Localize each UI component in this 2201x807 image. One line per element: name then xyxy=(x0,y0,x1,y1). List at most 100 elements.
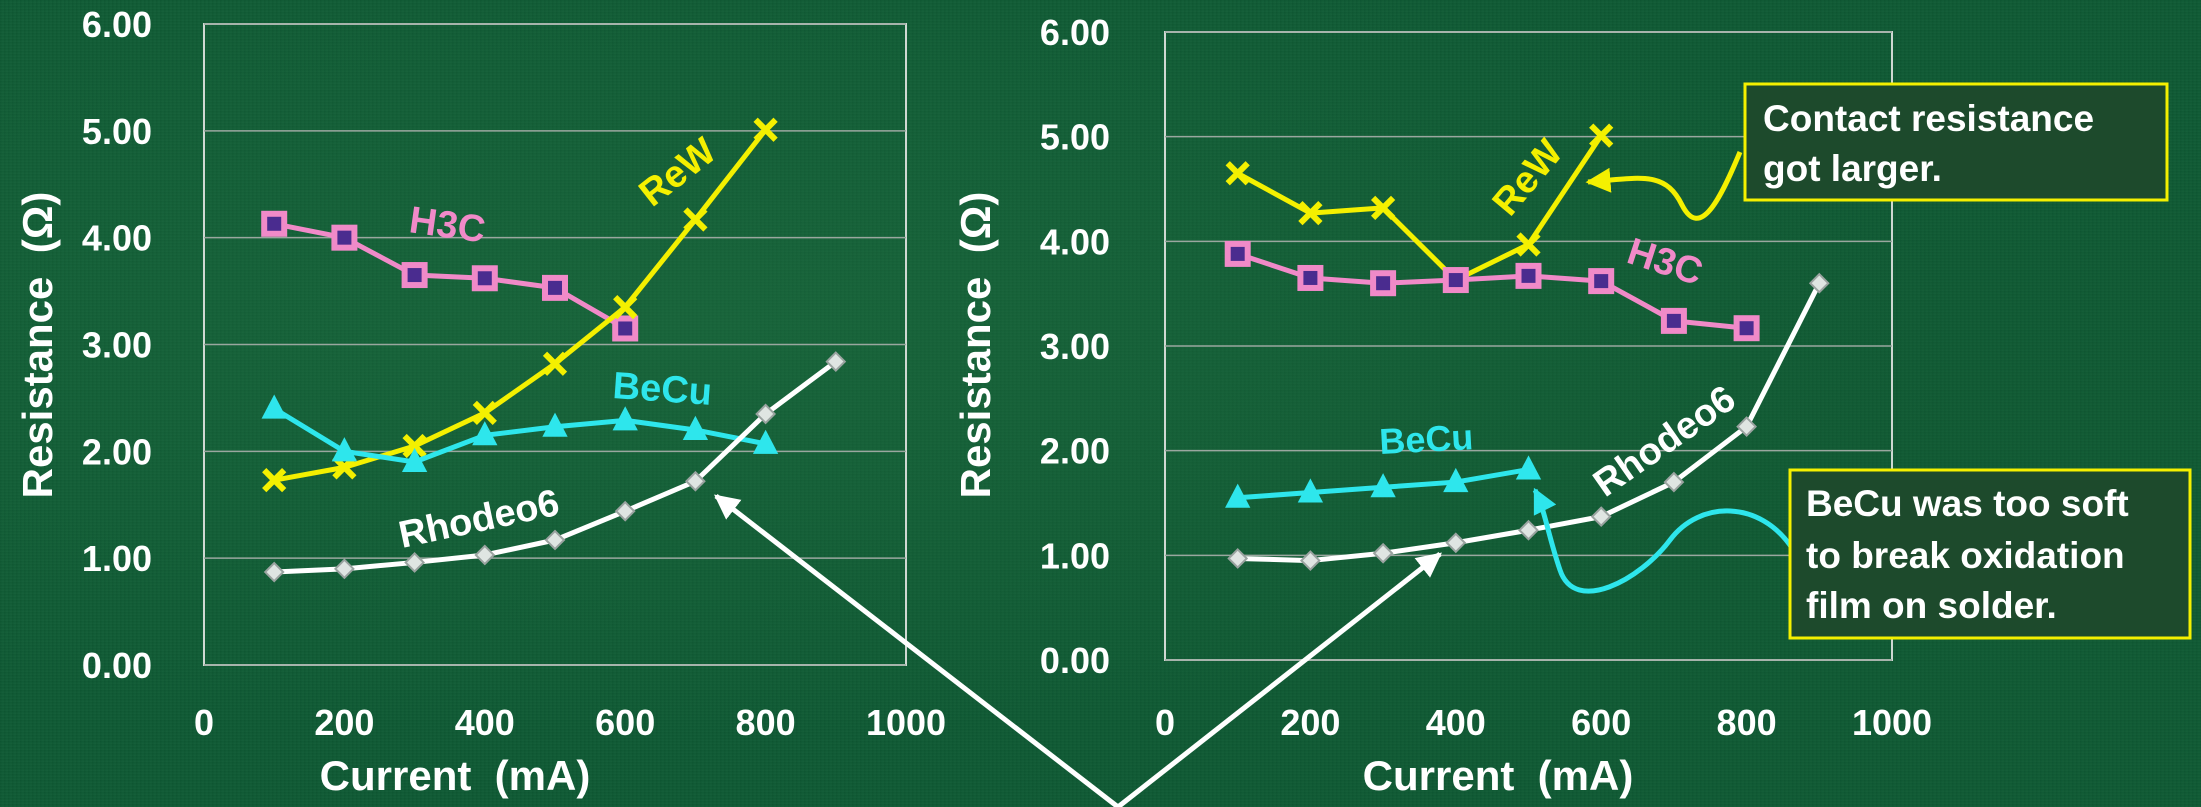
data-point-rhodeo6-left xyxy=(684,470,706,492)
series-h3c-right xyxy=(1224,240,1760,342)
data-point-rhodeo6-right xyxy=(1445,532,1467,554)
x-tick-label-left: 600 xyxy=(595,702,655,743)
x-tick-label-left: 400 xyxy=(455,702,515,743)
x-axis-label-right: Current (mA) xyxy=(1363,752,1634,799)
series-h3c-left xyxy=(261,210,639,342)
data-point-h3c-left xyxy=(331,224,358,251)
x-tick-label-left: 200 xyxy=(314,702,374,743)
callout-contact-line1: Contact resistance xyxy=(1763,98,2094,139)
y-tick-label-right: 4.00 xyxy=(1040,221,1110,262)
data-point-rew-left xyxy=(402,433,427,459)
data-point-rhodeo6-right xyxy=(1372,542,1394,564)
data-point-becu-left xyxy=(682,415,709,440)
data-point-rew-left xyxy=(542,351,568,376)
data-point-becu-left xyxy=(612,406,638,431)
data-point-rhodeo6-right xyxy=(1663,471,1685,493)
data-point-becu-right xyxy=(1225,483,1251,508)
series-labels-left: H3C ReW BeCu Rhodeo6 xyxy=(395,130,724,557)
data-point-rhodeo6-right xyxy=(1227,548,1249,569)
y-axis-label-left: Resistance (Ω) xyxy=(14,192,61,499)
x-axis-label-left: Current (mA) xyxy=(320,752,591,799)
data-point-becu-right xyxy=(1297,478,1324,503)
data-point-rhodeo6-left xyxy=(263,561,285,583)
callout-becu-line1: BeCu was too soft xyxy=(1806,483,2129,524)
series-line-rew-right xyxy=(1236,134,1604,283)
y-tick-label-left: 1.00 xyxy=(82,538,152,579)
data-point-becu-left xyxy=(261,394,287,419)
data-point-h3c-right xyxy=(1224,240,1251,267)
data-point-h3c-left xyxy=(261,210,288,237)
data-point-rhodeo6-right xyxy=(1808,272,1830,294)
data-point-rhodeo6-left xyxy=(474,544,496,566)
data-point-h3c-right xyxy=(1660,307,1687,334)
data-point-rhodeo6-right xyxy=(1518,519,1539,541)
label-becu-right: BeCu xyxy=(1378,416,1474,462)
x-tick-label-left: 1000 xyxy=(866,702,946,743)
callout-becu-line3: film on solder. xyxy=(1806,585,2057,626)
callout-becu-soft: BeCu was too soft to break oxidation fil… xyxy=(1532,468,2192,640)
series-becu-left xyxy=(261,394,779,473)
data-point-becu-left xyxy=(472,421,498,446)
x-tick-label-right: 1000 xyxy=(1852,702,1932,743)
series-rhodeo6-left xyxy=(263,351,847,583)
y-tick-label-right: 0.00 xyxy=(1040,640,1110,681)
data-point-rew-right xyxy=(1298,200,1323,226)
label-rew-right: ReW xyxy=(1485,132,1572,224)
y-tick-label-right: 5.00 xyxy=(1040,117,1110,158)
y-tick-label-left: 6.00 xyxy=(82,4,152,45)
data-point-rhodeo6-left xyxy=(614,500,636,522)
data-point-becu-left xyxy=(542,412,568,437)
series-becu-right xyxy=(1225,455,1542,508)
x-tick-label-left: 800 xyxy=(736,702,796,743)
data-point-rhodeo6-right xyxy=(1299,550,1321,571)
arrow-to-left-rhodeo6 xyxy=(714,494,1120,807)
x-tick-label-right: 0 xyxy=(1155,702,1175,743)
data-point-rew-left xyxy=(613,294,638,320)
data-point-h3c-left xyxy=(612,315,639,342)
data-point-becu-left xyxy=(401,447,428,473)
y-tick-label-left: 5.00 xyxy=(82,111,152,152)
data-point-h3c-left xyxy=(401,262,428,289)
data-point-rew-right xyxy=(1370,195,1396,220)
data-point-h3c-right xyxy=(1442,267,1469,294)
data-point-rhodeo6-left xyxy=(544,529,566,551)
arrow-to-right-rhodeo6 xyxy=(1116,552,1442,807)
data-point-rhodeo6-right xyxy=(1590,506,1612,528)
y-tick-label-right: 3.00 xyxy=(1040,326,1110,367)
y-tick-label-left: 3.00 xyxy=(82,325,152,366)
data-point-rew-left xyxy=(753,117,778,142)
data-point-h3c-right xyxy=(1370,270,1397,297)
callout-box-contact xyxy=(1743,82,2169,202)
label-h3c-left: H3C xyxy=(407,199,488,251)
data-point-becu-left xyxy=(752,429,779,454)
data-point-h3c-left xyxy=(471,265,498,292)
y-tick-label-right: 6.00 xyxy=(1040,12,1110,53)
series-line-becu-left xyxy=(272,406,767,465)
data-point-rhodeo6-left xyxy=(333,558,355,580)
data-point-rew-right xyxy=(1225,161,1250,186)
data-point-rhodeo6-left xyxy=(755,403,777,425)
data-point-rew-left xyxy=(472,400,497,425)
data-point-h3c-right xyxy=(1588,268,1615,295)
callout-curve-yellow xyxy=(1585,151,1743,221)
x-tick-label-right: 600 xyxy=(1571,702,1631,743)
chart-left: 0.00 1.00 2.00 3.00 4.00 5.00 6.00 0 200 400 600 80… xyxy=(14,4,946,799)
callout-curve-cyan xyxy=(1532,487,1795,594)
data-point-h3c-right xyxy=(1515,262,1542,289)
data-point-rew-left xyxy=(683,207,708,232)
callout-box-becu xyxy=(1788,468,2192,640)
data-point-rhodeo6-left xyxy=(404,552,426,573)
callout-contact-resistance: Contact resistance got larger. xyxy=(1585,82,2169,221)
data-point-h3c-right xyxy=(1297,264,1324,291)
data-point-h3c-right xyxy=(1733,315,1760,342)
label-becu-left: BeCu xyxy=(611,365,713,414)
data-point-rhodeo6-right xyxy=(1736,416,1758,438)
y-tick-label-left: 0.00 xyxy=(82,645,152,686)
y-tick-label-right: 1.00 xyxy=(1040,535,1110,576)
data-point-rhodeo6-left xyxy=(825,351,847,373)
data-point-becu-right xyxy=(1443,467,1469,493)
data-point-h3c-left xyxy=(542,274,568,301)
x-tick-label-right: 800 xyxy=(1717,702,1777,743)
data-point-rew-right xyxy=(1516,232,1541,257)
callout-contact-line2: got larger. xyxy=(1763,148,1942,189)
